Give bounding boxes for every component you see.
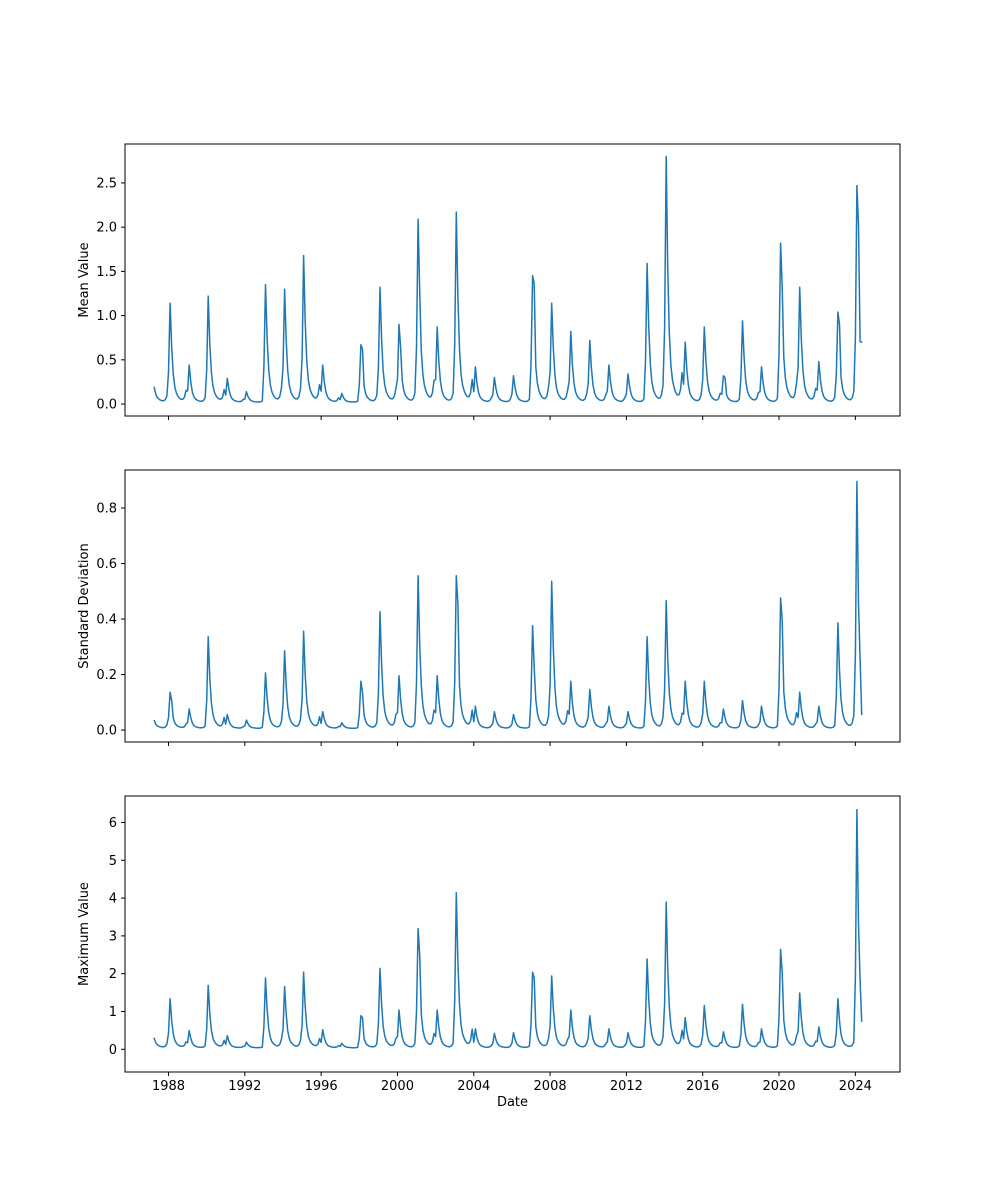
y-tick-label-sd: 0.0 <box>96 724 117 739</box>
y-tick-label-max: 6 <box>109 816 117 831</box>
y-tick-label-mean: 2.5 <box>96 176 117 191</box>
x-tick-label: 1988 <box>152 1079 185 1094</box>
x-tick-label: 2000 <box>381 1079 414 1094</box>
x-tick-label: 2024 <box>839 1079 872 1094</box>
x-tick-label: 2012 <box>610 1079 643 1094</box>
y-tick-label-max: 3 <box>109 929 117 944</box>
y-tick-label-sd: 0.8 <box>96 502 117 517</box>
x-tick-label: 2004 <box>457 1079 490 1094</box>
x-tick-label: 1992 <box>228 1079 261 1094</box>
x-tick-label: 2008 <box>534 1079 567 1094</box>
y-tick-label-mean: 1.5 <box>96 265 117 280</box>
plot-border-mean <box>124 143 901 417</box>
y-tick-label-sd: 0.2 <box>96 668 117 683</box>
y-tick-label-max: 2 <box>109 967 117 982</box>
y-tick-label-sd: 0.6 <box>96 557 117 572</box>
series-line-mean <box>153 155 863 403</box>
y-axis-title-mean: Mean Value <box>77 242 92 317</box>
y-tick-label-max: 0 <box>109 1043 117 1058</box>
x-axis-title: Date <box>497 1095 528 1110</box>
y-tick-label-mean: 2.0 <box>96 221 117 236</box>
x-tick-label: 2020 <box>762 1079 795 1094</box>
y-axis-title-max: Maximum Value <box>77 882 92 986</box>
plot-border-sd <box>124 469 901 743</box>
y-tick-label-mean: 0.5 <box>96 353 117 368</box>
y-tick-label-mean: 0.0 <box>96 398 117 413</box>
x-tick-label: 1996 <box>305 1079 338 1094</box>
plot-border-max <box>124 795 901 1073</box>
series-line-max <box>153 808 863 1049</box>
y-tick-label-max: 5 <box>109 854 117 869</box>
series-line-sd <box>153 480 863 729</box>
y-tick-label-sd: 0.4 <box>96 613 117 628</box>
y-tick-label-max: 1 <box>109 1005 117 1020</box>
y-axis-title-sd: Standard Deviation <box>77 543 92 668</box>
y-tick-label-max: 4 <box>109 892 117 907</box>
x-tick-label: 2016 <box>686 1079 719 1094</box>
y-tick-label-mean: 1.0 <box>96 309 117 324</box>
